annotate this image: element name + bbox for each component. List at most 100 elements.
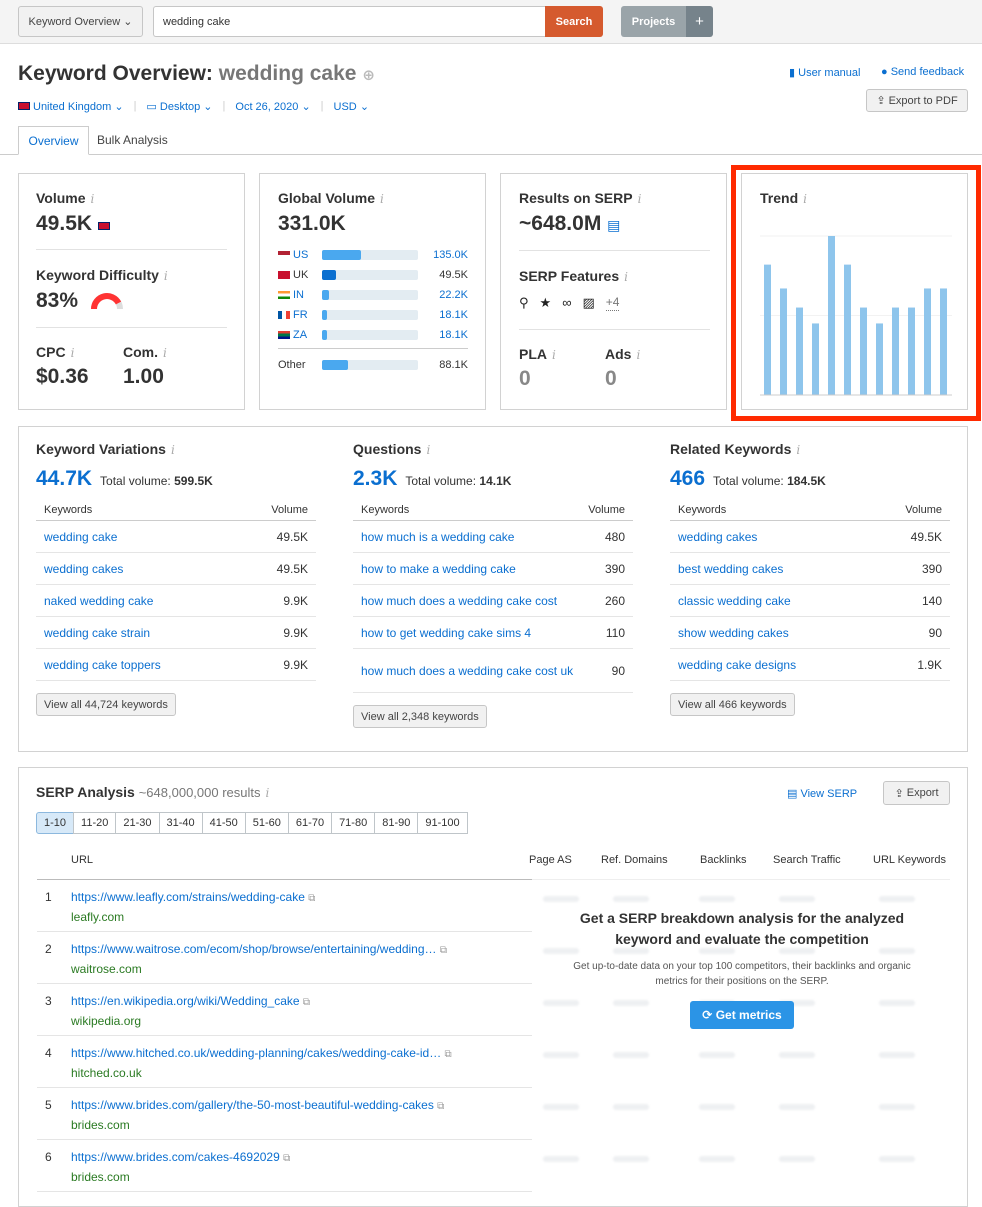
- projects-button[interactable]: Projects: [621, 6, 686, 37]
- page-71-80[interactable]: 71-80: [331, 812, 376, 834]
- image-icon[interactable]: ▨: [582, 295, 595, 310]
- currency-filter[interactable]: USD ⌄: [333, 101, 370, 113]
- trend-bar[interactable]: [828, 236, 835, 395]
- send-feedback-link[interactable]: ● Send feedback: [881, 66, 965, 78]
- keyword-link[interactable]: how much does a wedding cake cost: [361, 593, 558, 608]
- trend-bar[interactable]: [780, 288, 787, 395]
- device-filter[interactable]: ▭ Desktop ⌄: [146, 101, 213, 113]
- tab-overview[interactable]: Overview: [18, 126, 89, 155]
- variations-count[interactable]: 44.7K: [36, 467, 93, 490]
- column-header[interactable]: Ref. Domains: [601, 854, 668, 866]
- get-metrics-button[interactable]: ⟳ Get metrics: [690, 1001, 794, 1029]
- info-icon[interactable]: i: [552, 348, 556, 362]
- info-icon[interactable]: i: [265, 786, 270, 800]
- trend-bar[interactable]: [876, 323, 883, 395]
- page-11-20[interactable]: 11-20: [73, 812, 117, 834]
- keyword-link[interactable]: wedding cake strain: [44, 625, 151, 640]
- trend-bar[interactable]: [860, 307, 867, 395]
- table-row: 4 https://www.hitched.co.uk/wedding-plan…: [37, 1036, 532, 1088]
- info-icon[interactable]: i: [90, 192, 95, 206]
- trend-bar[interactable]: [940, 288, 947, 395]
- info-icon[interactable]: i: [636, 348, 641, 362]
- blurred-metric: [699, 1156, 735, 1162]
- trend-bar[interactable]: [812, 323, 819, 395]
- trend-bar[interactable]: [892, 307, 899, 395]
- link-icon[interactable]: ∞: [562, 295, 572, 310]
- trend-bar[interactable]: [764, 264, 771, 395]
- view-all-button[interactable]: View all 2,348 keywords: [353, 705, 487, 728]
- export-pdf-button[interactable]: ⇪ Export to PDF: [866, 89, 968, 112]
- trend-bar[interactable]: [908, 307, 915, 395]
- search-button[interactable]: Search: [545, 6, 603, 37]
- book-icon: ▮: [789, 67, 796, 79]
- keyword-link[interactable]: best wedding cakes: [678, 561, 784, 576]
- info-icon[interactable]: i: [379, 192, 384, 206]
- result-url-link[interactable]: https://en.wikipedia.org/wiki/Wedding_ca…: [71, 994, 311, 1008]
- country-filter[interactable]: United Kingdom ⌄: [18, 100, 124, 113]
- keyword-link[interactable]: wedding cake designs: [678, 657, 797, 672]
- keyword-link[interactable]: how much is a wedding cake: [361, 529, 515, 544]
- keyword-link[interactable]: how to get wedding cake sims 4: [361, 625, 532, 640]
- date-filter[interactable]: Oct 26, 2020 ⌄: [235, 101, 311, 113]
- tab-bulk-analysis[interactable]: Bulk Analysis: [97, 133, 168, 147]
- page-61-70[interactable]: 61-70: [287, 812, 333, 834]
- view-all-button[interactable]: View all 44,724 keywords: [36, 693, 176, 716]
- page-41-50[interactable]: 41-50: [201, 812, 246, 834]
- info-icon[interactable]: i: [170, 443, 175, 457]
- trend-bar[interactable]: [844, 264, 851, 395]
- info-icon[interactable]: i: [163, 269, 168, 283]
- column-header[interactable]: Page AS: [529, 854, 572, 866]
- view-serp-link[interactable]: ▤ View SERP: [787, 788, 858, 800]
- keyword-link[interactable]: classic wedding cake: [678, 593, 791, 608]
- export-button[interactable]: ⇪ Export: [883, 781, 950, 805]
- column-header[interactable]: URL Keywords: [873, 854, 946, 866]
- page-81-90[interactable]: 81-90: [374, 812, 419, 834]
- column-header[interactable]: Search Traffic: [773, 854, 841, 866]
- info-icon[interactable]: i: [796, 443, 801, 457]
- column-header[interactable]: Backlinks: [700, 854, 747, 866]
- add-icon[interactable]: ⊕: [362, 67, 375, 84]
- info-icon[interactable]: i: [70, 346, 75, 360]
- result-url-link[interactable]: https://www.brides.com/gallery/the-50-mo…: [71, 1098, 445, 1112]
- info-icon[interactable]: i: [624, 270, 628, 284]
- user-manual-link[interactable]: ▮ User manual: [789, 67, 861, 79]
- trend-bar[interactable]: [796, 307, 803, 395]
- page-21-30[interactable]: 21-30: [115, 812, 160, 834]
- search-input[interactable]: wedding cake: [153, 6, 546, 37]
- location-pin-icon[interactable]: ⚲: [519, 295, 529, 310]
- result-url-link[interactable]: https://www.leafly.com/strains/wedding-c…: [71, 890, 316, 904]
- keyword-link[interactable]: show wedding cakes: [678, 625, 789, 640]
- star-icon[interactable]: ★: [539, 295, 552, 310]
- keyword-link[interactable]: how to make a wedding cake: [361, 561, 516, 576]
- view-all-button[interactable]: View all 466 keywords: [670, 693, 795, 716]
- info-icon[interactable]: i: [803, 192, 807, 206]
- page-1-10[interactable]: 1-10: [36, 812, 75, 834]
- external-link-icon: ⧉: [444, 1049, 452, 1060]
- keyword-link[interactable]: wedding cakes: [678, 529, 758, 544]
- blurred-metric: [543, 1052, 579, 1058]
- page-31-40[interactable]: 31-40: [158, 812, 203, 834]
- info-icon[interactable]: i: [163, 346, 167, 360]
- tool-select[interactable]: Keyword Overview ⌄: [18, 6, 143, 37]
- result-url-link[interactable]: https://www.waitrose.com/ecom/shop/brows…: [71, 942, 447, 956]
- keyword-link[interactable]: naked wedding cake: [44, 593, 154, 608]
- keyword-link[interactable]: wedding cakes: [44, 561, 124, 576]
- more-features[interactable]: +4: [605, 295, 620, 311]
- keyword-link[interactable]: wedding cake: [44, 529, 118, 544]
- info-icon[interactable]: i: [426, 443, 431, 457]
- keyword-link[interactable]: wedding cake toppers: [44, 657, 161, 672]
- info-icon[interactable]: i: [637, 192, 642, 206]
- result-url-link[interactable]: https://www.hitched.co.uk/wedding-planni…: [71, 1046, 452, 1060]
- serp-list-icon[interactable]: ▤: [607, 217, 621, 233]
- add-project-button[interactable]: +: [686, 6, 713, 37]
- trend-bar[interactable]: [924, 288, 931, 395]
- related-count[interactable]: 466: [670, 467, 706, 490]
- table-header: Keywords Volume: [670, 499, 950, 521]
- filters: United Kingdom ⌄ | ▭ Desktop ⌄ | Oct 26,…: [18, 100, 369, 113]
- page-91-100[interactable]: 91-100: [417, 812, 468, 834]
- result-url-link[interactable]: https://www.brides.com/cakes-4692029 ⧉: [71, 1150, 291, 1164]
- questions-count[interactable]: 2.3K: [353, 467, 398, 490]
- page-51-60[interactable]: 51-60: [244, 812, 289, 834]
- result-domain: brides.com: [71, 1118, 130, 1132]
- keyword-link[interactable]: how much does a wedding cake cost uk: [361, 663, 574, 678]
